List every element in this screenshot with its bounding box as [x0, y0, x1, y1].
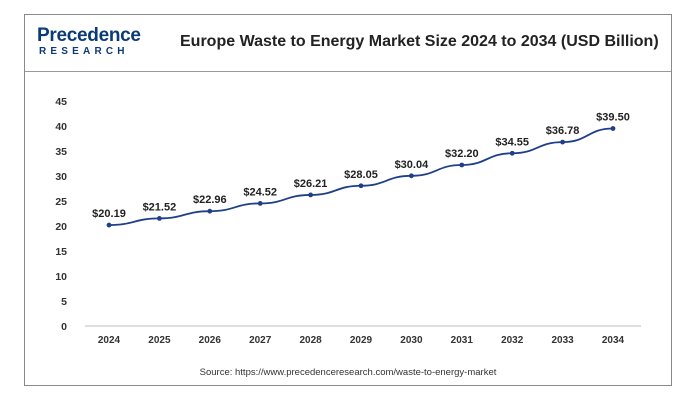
- chart-title: Europe Waste to Energy Market Size 2024 …: [180, 33, 659, 50]
- source-note: Source: https://www.precedenceresearch.c…: [199, 367, 497, 378]
- y-tick-label: 20: [55, 221, 67, 233]
- data-point: [308, 192, 313, 198]
- x-tick-label: 2027: [249, 335, 272, 346]
- data-point: [207, 208, 213, 214]
- brand-logo: Precedence RESEARCH: [37, 25, 149, 63]
- data-label: $34.55: [495, 136, 529, 148]
- data-point: [459, 162, 465, 168]
- data-point: [358, 183, 364, 189]
- data-label: $32.20: [445, 148, 479, 160]
- chart-header: Precedence RESEARCH Europe Waste to Ener…: [25, 15, 671, 72]
- data-label: $28.05: [344, 169, 378, 181]
- y-tick-label: 10: [55, 271, 67, 283]
- y-tick-label: 15: [55, 246, 67, 258]
- data-label: $39.50: [596, 112, 630, 124]
- x-tick-label: 2025: [148, 335, 171, 346]
- data-label: $30.04: [395, 159, 430, 171]
- x-tick-label: 2029: [350, 335, 373, 346]
- data-point: [560, 139, 565, 145]
- chart-frame: Precedence RESEARCH Europe Waste to Ener…: [24, 14, 672, 386]
- data-label: $36.78: [546, 125, 580, 137]
- x-tick-label: 2024: [98, 335, 121, 346]
- y-tick-label: 0: [61, 321, 67, 333]
- data-label: $20.19: [92, 208, 126, 220]
- y-tick-label: 40: [55, 121, 67, 133]
- data-label: $21.52: [143, 201, 177, 213]
- data-point: [257, 201, 263, 206]
- x-tick-label: 2028: [299, 335, 322, 346]
- logo-wordmark: Precedence: [37, 25, 141, 46]
- x-tick-label: 2031: [451, 335, 474, 346]
- data-point: [409, 173, 414, 179]
- x-tick-label: 2030: [400, 335, 423, 346]
- data-point: [509, 150, 515, 156]
- x-tick-label: 2026: [199, 335, 222, 346]
- data-point: [157, 216, 162, 221]
- data-label: $24.52: [243, 186, 277, 198]
- x-tick-label: 2033: [551, 335, 574, 346]
- y-tick-label: 25: [55, 196, 67, 208]
- y-tick-label: 35: [55, 146, 67, 158]
- x-tick-label: 2034: [602, 335, 625, 346]
- y-tick-label: 45: [55, 96, 67, 108]
- data-point: [610, 126, 616, 131]
- data-label: $22.96: [193, 194, 227, 206]
- y-tick-label: 30: [55, 171, 67, 183]
- y-tick-label: 5: [61, 296, 67, 308]
- data-label: $26.21: [294, 178, 328, 190]
- x-tick-label: 2032: [501, 335, 524, 346]
- logo-subtitle: RESEARCH: [39, 46, 129, 57]
- data-point: [106, 222, 112, 228]
